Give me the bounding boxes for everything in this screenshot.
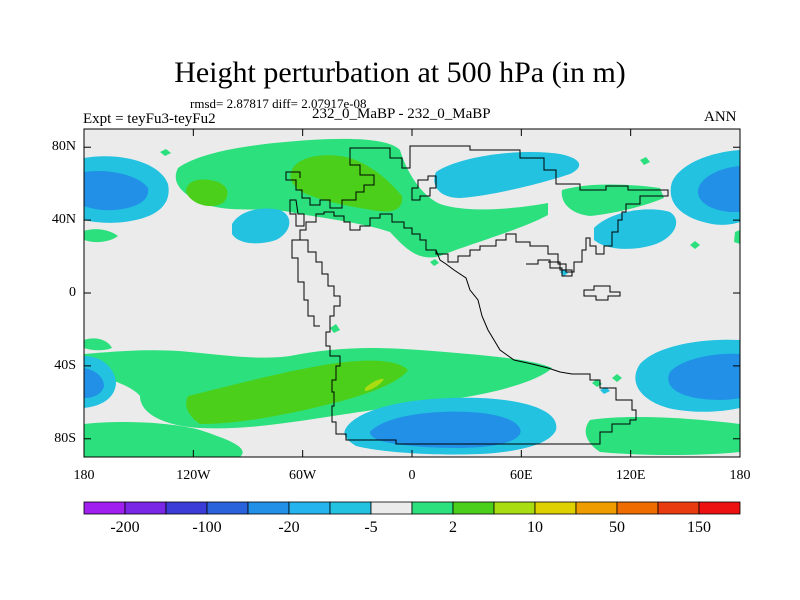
negative-region-sh-africa-core — [370, 411, 521, 448]
map-field — [84, 129, 740, 457]
colorbar — [83, 501, 741, 515]
axis-ticks — [83, 129, 741, 457]
positive-region-nh-core-central — [290, 155, 403, 212]
colorbar-box — [411, 501, 454, 515]
plot-title: Height perturbation at 500 hPa (in m) — [174, 56, 626, 89]
lat-label: 80S — [54, 430, 76, 446]
negative-region-nh-asia — [434, 152, 580, 198]
colorbar-box — [493, 501, 536, 515]
colorbar-box — [616, 501, 659, 515]
negative-region-sh-west-core — [84, 368, 104, 398]
negative-region-nh-east-core — [697, 166, 740, 212]
continent-outline-greenland — [289, 199, 305, 227]
positive-region-sh-south — [84, 422, 243, 457]
colorbar-box — [288, 501, 331, 515]
colorbar-label: 150 — [687, 519, 711, 536]
lon-label: 180 — [729, 468, 751, 483]
colorbar-box — [534, 501, 577, 515]
colorbar-box — [247, 501, 290, 515]
stats-line: rmsd= 2.87817 diff= 2.07917e-08 — [190, 96, 367, 111]
continent-outline-ne-asia — [411, 175, 437, 201]
positive-region-east-pacific — [734, 230, 740, 244]
colorbar-box — [575, 501, 618, 515]
colorbar-box — [83, 501, 126, 515]
lat-label: 80N — [51, 139, 76, 155]
negative-region-nh-west-core — [84, 170, 149, 211]
colorbar-box — [165, 501, 208, 515]
positive-region-sh-peak — [365, 378, 384, 391]
lat-label: 40S — [54, 357, 76, 373]
colorbar-label: -100 — [192, 519, 222, 536]
colorbar-label: 2 — [449, 519, 457, 536]
positive-region-sh-tip — [84, 338, 112, 351]
case-label: 232_0_MaBP - 232_0_MaBP — [312, 106, 491, 122]
colorbar-box — [698, 501, 741, 515]
lat-label: 0 — [69, 285, 76, 300]
positive-region-nh-asia — [561, 184, 664, 216]
continent-outline-japan — [526, 259, 573, 277]
continent-outlines — [285, 145, 669, 445]
colorbar-box — [370, 501, 413, 515]
positive-region-sh-core — [186, 360, 408, 424]
colorbar-box — [657, 501, 700, 515]
colorbar-box — [124, 501, 167, 515]
positive-region-nh-atlantic-tip — [84, 229, 118, 243]
positive-region-nh-core-west — [186, 179, 228, 207]
colorbar-box — [329, 501, 372, 515]
lon-label: 120E — [615, 468, 646, 483]
colorbar-label: 50 — [609, 519, 625, 536]
colorbar-label: -20 — [278, 519, 300, 536]
continent-outline-islands — [583, 285, 621, 301]
colorbar-label: -5 — [364, 519, 378, 536]
season-label: ANN — [704, 109, 737, 125]
colorbar-box — [206, 501, 249, 515]
lon-label: 180 — [73, 468, 95, 483]
colorbar-box — [452, 501, 495, 515]
continent-outline-main — [285, 145, 669, 445]
negative-region-sh-east-core — [668, 353, 740, 400]
lat-label: 40N — [51, 212, 76, 228]
negative-region-nh-pacific — [232, 208, 290, 244]
continent-outline-west-coast — [291, 239, 320, 327]
lon-label: 60W — [289, 468, 317, 483]
lon-label: 60E — [510, 468, 533, 483]
colorbar-label: 10 — [527, 519, 543, 536]
positive-region-sh-indian — [585, 417, 740, 455]
lon-label: 120W — [176, 468, 211, 483]
experiment-label: Expt = teyFu3-teyFu2 — [83, 111, 216, 127]
negative-region-nh-east-asia — [594, 209, 677, 249]
lon-label: 0 — [408, 468, 416, 483]
colorbar-label: -200 — [110, 519, 140, 536]
